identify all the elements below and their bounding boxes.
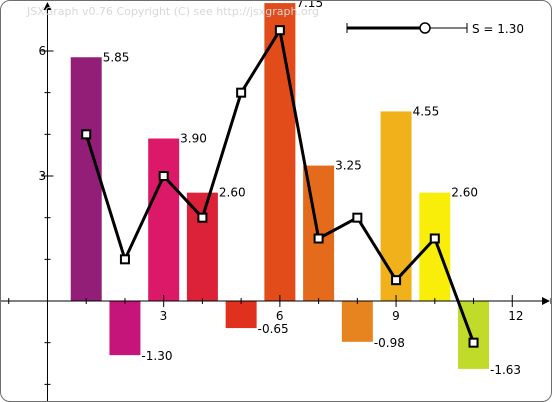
bar-value-label: 3.90 — [180, 132, 207, 146]
line-layer — [81, 25, 479, 348]
y-tick-label: 6 — [38, 44, 46, 58]
line-point[interactable] — [119, 254, 130, 265]
slider-handle[interactable] — [419, 22, 431, 34]
bar-value-label: 7.15 — [296, 1, 323, 10]
labels-layer: 5.85 -1.30 3.90 2.60 -0.65 7.15 3.25 -0.98 4.55 2… — [38, 1, 523, 377]
y-axis-arrow — [43, 2, 52, 10]
slider-label: S = 1.30 — [472, 22, 524, 36]
bar-1 — [70, 57, 102, 301]
bar-value-label: -0.65 — [258, 322, 289, 336]
bar-4 — [186, 192, 218, 301]
bar-value-label: 2.60 — [451, 186, 478, 200]
line-point[interactable] — [391, 275, 402, 286]
line-point[interactable] — [313, 233, 324, 244]
x-tick-label: 6 — [276, 309, 284, 323]
bar-value-label: 4.55 — [413, 104, 440, 118]
s-slider[interactable]: S = 1.30 — [346, 22, 524, 36]
bar-2 — [109, 301, 141, 356]
line-point[interactable] — [197, 212, 208, 223]
bar-8 — [341, 301, 373, 342]
y-tick-label: 3 — [38, 169, 46, 183]
x-tick-label: 9 — [392, 309, 400, 323]
bar-value-label: 5.85 — [103, 50, 130, 64]
bar-value-label: -1.30 — [141, 349, 172, 363]
line-point[interactable] — [158, 171, 169, 181]
bar-5 — [225, 301, 257, 329]
bar-value-label: 2.60 — [219, 186, 246, 200]
bar-9 — [380, 111, 412, 302]
line-point[interactable] — [81, 129, 92, 140]
line-point[interactable] — [429, 233, 440, 244]
bars-layer — [70, 3, 490, 369]
bar-10 — [419, 192, 451, 301]
bar-value-label: -0.98 — [374, 336, 405, 350]
x-tick-label: 12 — [508, 309, 523, 323]
line-point[interactable] — [352, 212, 363, 223]
line-point[interactable] — [468, 337, 479, 348]
line-point[interactable] — [274, 25, 285, 36]
bar-value-label: 3.25 — [335, 159, 362, 173]
copyright-text: JSXGraph v0.76 Copyright (C) see http://… — [26, 5, 319, 18]
x-axis-arrow — [542, 297, 550, 305]
bar-value-label: -1.63 — [490, 363, 521, 377]
line-point[interactable] — [236, 87, 247, 98]
bar-6 — [264, 3, 296, 301]
x-tick-label: 3 — [160, 309, 168, 323]
bar-3 — [148, 138, 180, 301]
